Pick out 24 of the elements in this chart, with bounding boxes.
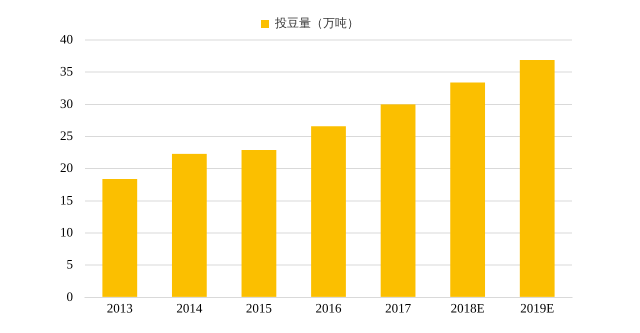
bar: [102, 178, 138, 297]
y-tick-label: 30: [60, 96, 73, 111]
x-tick-label: 2019E: [520, 300, 554, 316]
x-tick-label: 2016: [316, 300, 342, 316]
x-tick-label: 2014: [176, 300, 203, 316]
x-tick-label: 2013: [106, 300, 133, 316]
bar: [242, 150, 276, 297]
bar: [311, 126, 346, 297]
legend-label: 投豆量（万吨）: [274, 16, 359, 30]
bar: [380, 104, 416, 297]
y-tick-label: 20: [60, 160, 73, 176]
x-tick-label: 2015: [246, 300, 272, 316]
y-tick-label: 35: [60, 64, 73, 79]
y-tick-label: 0: [66, 288, 73, 304]
bar: [172, 154, 207, 297]
x-tick-label: 2017: [385, 300, 412, 316]
bar: [450, 82, 486, 297]
y-tick-label: 5: [66, 256, 73, 272]
bar: [520, 60, 555, 297]
y-tick-label: 15: [60, 192, 73, 208]
x-tick-label: 2018E: [450, 300, 485, 316]
y-tick-label: 10: [60, 224, 73, 240]
y-tick-label: 40: [60, 31, 73, 46]
y-tick-label: 25: [60, 128, 73, 143]
